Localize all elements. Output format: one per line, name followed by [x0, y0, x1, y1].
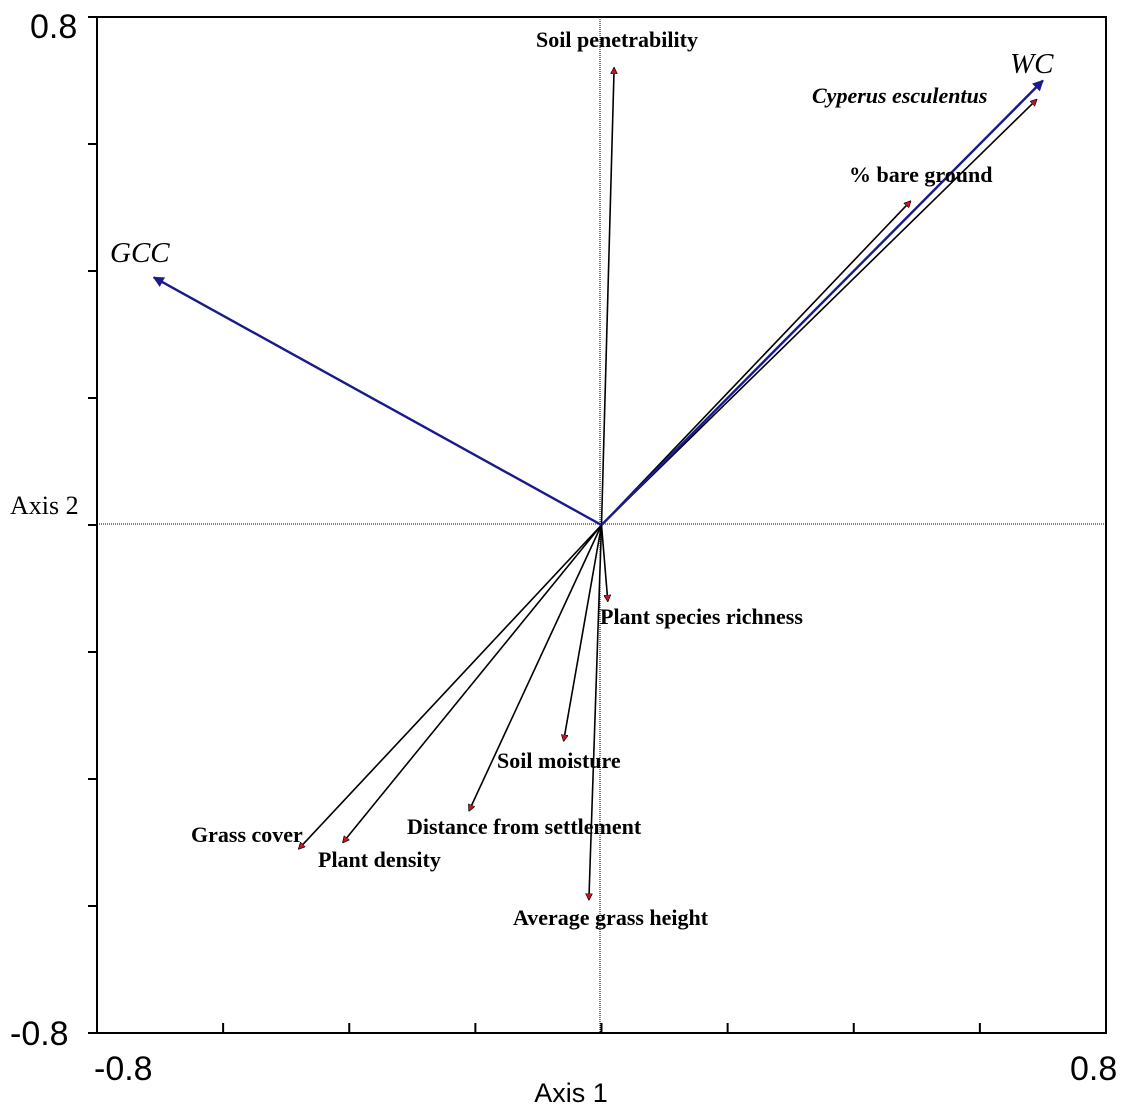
- axis-ticks: [88, 16, 1107, 1034]
- label-layer: Soil penetrability Cyperus esculentus % ba…: [110, 27, 1054, 930]
- x-axis-title: Axis 1: [534, 1078, 608, 1108]
- label-bare-ground: % bare ground: [849, 162, 992, 187]
- arrow-soil-penetrability: [600, 68, 615, 526]
- arrow-soil-moisture: [564, 524, 603, 741]
- arrow-grass-cover: [299, 524, 603, 849]
- arrow-average-grass-height: [589, 524, 603, 900]
- label-average-grass-height: Average grass height: [513, 905, 709, 930]
- label-soil-penetrability: Soil penetrability: [536, 27, 698, 52]
- label-plant-species-richness: Plant species richness: [600, 604, 803, 629]
- x-max-tick-label: 0.8: [1070, 1050, 1117, 1088]
- label-distance-from-settlement: Distance from settlement: [407, 814, 642, 839]
- arrow-gcc: [152, 276, 603, 527]
- arrow-distance-from-settlement: [469, 524, 603, 811]
- y-max-tick-label: 0.8: [30, 8, 77, 46]
- arrow-plant-density: [343, 524, 603, 843]
- label-soil-moisture: Soil moisture: [497, 748, 621, 773]
- x-min-tick-label: -0.8: [94, 1050, 153, 1088]
- label-plant-density: Plant density: [318, 847, 441, 872]
- label-cyperus-esculentus: Cyperus esculentus: [812, 83, 987, 108]
- arrow-bare-ground: [600, 201, 911, 526]
- label-gcc: GCC: [110, 237, 170, 269]
- label-grass-cover: Grass cover: [191, 822, 303, 847]
- y-axis-title: Axis 2: [10, 491, 79, 520]
- arrow-cyperus-esculentus: [600, 100, 1037, 526]
- arrow-wc: [600, 79, 1044, 526]
- y-min-tick-label: -0.8: [10, 1015, 69, 1053]
- label-wc: WC: [1010, 48, 1054, 80]
- arrow-plant-species-richness: [600, 524, 608, 601]
- arrow-layer: [152, 68, 1044, 900]
